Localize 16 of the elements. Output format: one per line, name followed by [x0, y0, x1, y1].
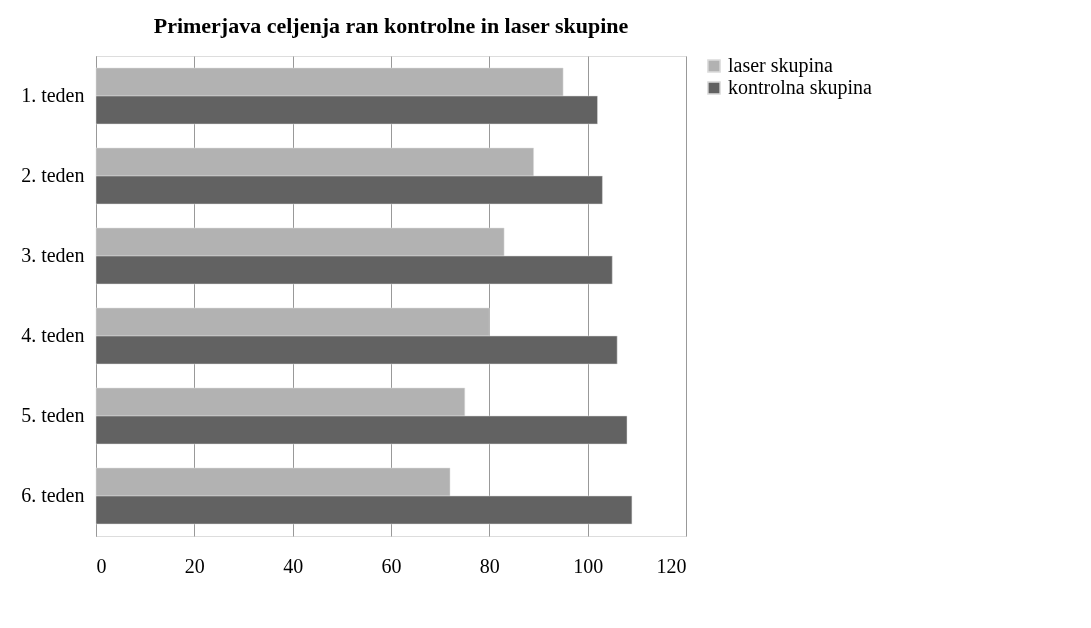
y-tick-label: 5. teden: [21, 404, 85, 426]
x-tick-label: 100: [573, 554, 604, 577]
legend-label: kontrolna skupina: [728, 76, 872, 99]
y-tick-label: 4. teden: [21, 324, 85, 346]
x-tick-label: 40: [283, 554, 304, 577]
y-tick-label: 3. teden: [21, 244, 85, 266]
x-tick-label: 60: [381, 554, 402, 577]
x-tick-label: 120: [656, 554, 687, 577]
y-tick-label: 1. teden: [21, 84, 85, 106]
x-tick-label: 0: [96, 554, 107, 577]
x-tick-label: 80: [479, 554, 500, 577]
y-tick-label: 6. teden: [21, 484, 85, 506]
y-tick-label: 2. teden: [21, 164, 85, 186]
chart-title: Primerjava celjenja ran kontrolne in laser skupine: [153, 13, 629, 38]
x-tick-label: 20: [184, 554, 205, 577]
legend-label: laser skupina: [728, 54, 834, 77]
